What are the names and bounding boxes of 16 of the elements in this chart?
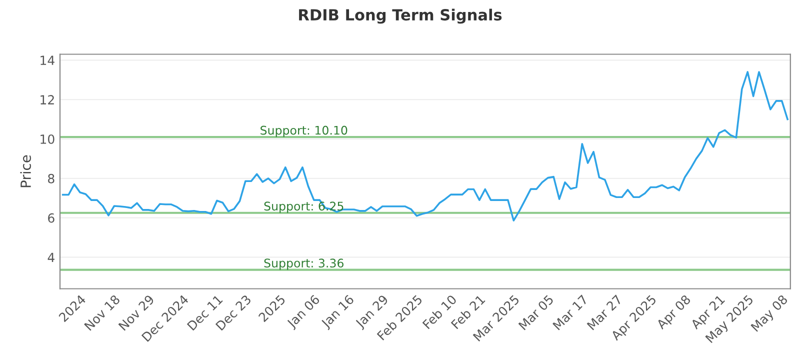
ref-line-label: Support: 10.10 bbox=[260, 126, 348, 138]
x-tick-label: Mar 05 bbox=[518, 294, 554, 330]
y-tick-label: 6 bbox=[48, 213, 54, 223]
x-tick-label: Jan 16 bbox=[320, 294, 356, 330]
y-axis-title: Price bbox=[20, 155, 31, 188]
line-series bbox=[62, 71, 788, 222]
x-tick-label: Jan 06 bbox=[286, 294, 322, 330]
x-tick-label: Apr 08 bbox=[656, 294, 693, 332]
chart-title: RDIB Long Term Signals bbox=[299, 8, 502, 24]
y-tick-label: 10 bbox=[40, 134, 54, 144]
ref-line-label: Support: 3.36 bbox=[264, 258, 344, 270]
y-tick-label: 14 bbox=[40, 56, 54, 65]
x-tick-label: Mar 17 bbox=[552, 294, 588, 330]
y-tick-label: 8 bbox=[48, 174, 54, 184]
y-tick-label: 12 bbox=[40, 95, 54, 104]
y-tick-label: 4 bbox=[48, 252, 54, 262]
